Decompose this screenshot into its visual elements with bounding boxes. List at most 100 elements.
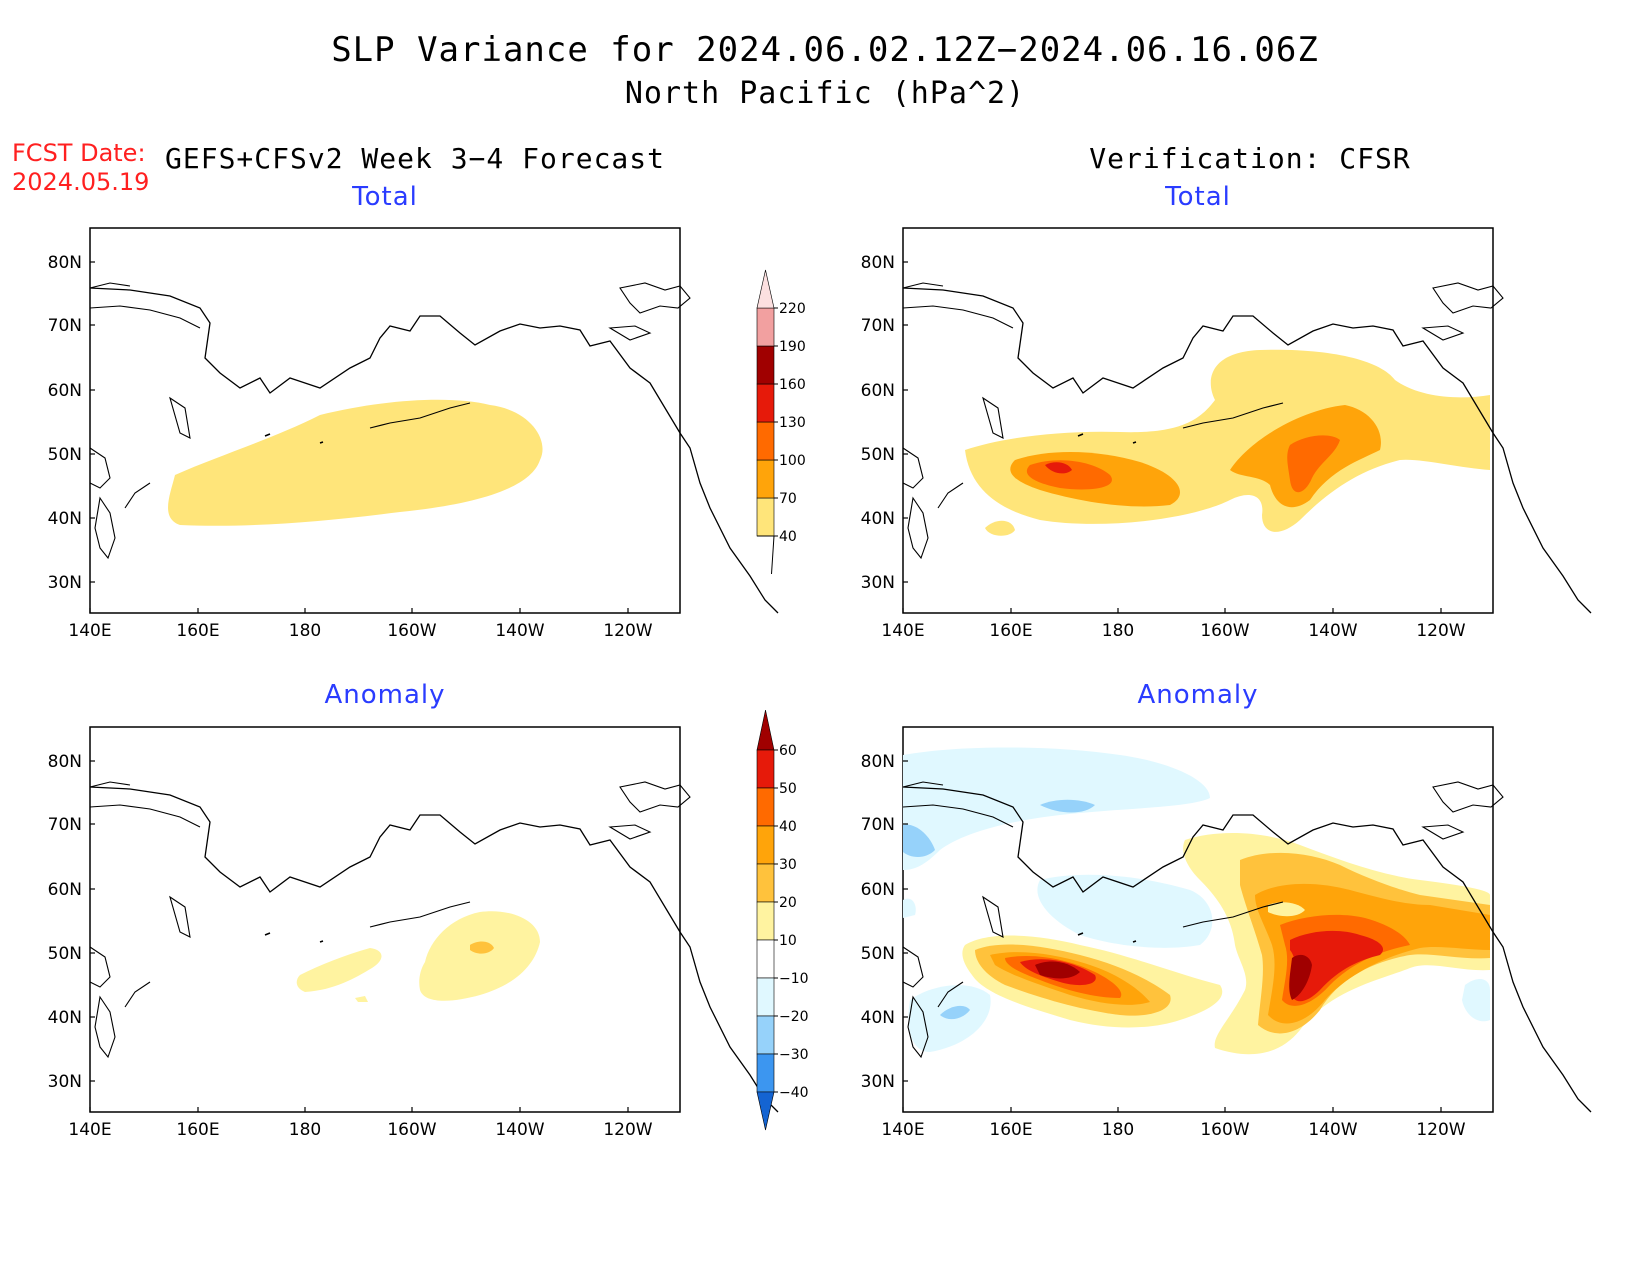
fcst-date-value: 2024.05.19 [12,168,150,196]
colorbar-total-label: 40 [779,529,797,545]
forecast-total-shading-40 [168,399,543,526]
forecast-anomaly-shading-10 [296,948,382,992]
lat-label: 60N [48,880,82,900]
verification-total-shading-130 [1045,462,1072,474]
verification-total-title: Total [1165,182,1231,212]
lon-label: 160E [176,621,219,641]
colorbar-anomaly-label: −30 [779,1047,809,1063]
lon-label: 140W [495,1120,544,1140]
colorbar-anomaly-swatch [756,749,775,789]
lon-label: 120W [1416,621,1465,641]
colorbar-anomaly-swatch [756,825,775,865]
colorbar-anomaly-swatch [756,1015,775,1055]
colorbar-anomaly-label: 50 [779,781,797,797]
forecast-total-title: Total [352,182,418,212]
lat-label: 30N [48,1072,82,1092]
colorbar-total-label: 190 [779,339,806,355]
colorbar-anomaly-label: 20 [779,895,797,911]
lon-label: 140E [881,621,924,641]
lat-label: 80N [48,752,82,772]
colorbar-anomaly-swatch [756,863,775,903]
lat-label: 70N [861,316,895,336]
colorbar-anomaly-swatch [756,787,775,827]
main-subtitle: North Pacific (hPa^2) [624,76,1026,111]
lon-label: 160E [176,1120,219,1140]
lon-label: 160W [1200,621,1249,641]
colorbar-total-top-triangle [756,269,775,309]
colorbar-anomaly-label: −40 [779,1085,809,1101]
lon-label: 120W [603,1120,652,1140]
axes-layer: 80N 70N 60N 50N 40N 30N 140E 160E 180 160W 140W 120… [48,253,1466,1140]
lon-label: 140W [495,621,544,641]
forecast-anomaly-map [89,726,779,1113]
colorbar-total-swatch [756,421,775,461]
colorbar-anomaly-bottom-arrow [756,1091,775,1131]
forecast-column-heading: GEFS+CFSv2 Week 3−4 Forecast [165,142,666,175]
lon-label: 120W [603,621,652,641]
colorbar-anomaly-swatch [756,939,775,979]
colorbar-anomaly-swatch [756,901,775,941]
colorbar-total-swatch [756,497,775,537]
lon-label: 140W [1308,621,1357,641]
lat-label: 80N [48,253,82,273]
lat-label: 40N [861,1008,895,1028]
lon-label: 160W [1200,1120,1249,1140]
lat-label: 30N [861,1072,895,1092]
lon-label: 120W [1416,1120,1465,1140]
lon-label: 140E [68,621,111,641]
colorbar-anomaly-label: −20 [779,1009,809,1025]
lon-label: 180 [1102,1120,1134,1140]
verification-column-heading: Verification: CFSR [1089,142,1411,175]
lat-label: 70N [48,316,82,336]
verification-anomaly-map [902,726,1592,1113]
forecast-anomaly-title: Anomaly [324,680,446,710]
lat-label: 40N [48,1008,82,1028]
lat-label: 50N [48,445,82,465]
lat-label: 40N [48,509,82,529]
colorbar-total-label: 160 [779,377,806,393]
lon-label: 140W [1308,1120,1357,1140]
lon-label: 160E [989,1120,1032,1140]
lat-label: 50N [861,445,895,465]
lon-label: 180 [1102,621,1134,641]
colorbar-total-swatch [756,459,775,499]
lat-label: 50N [48,944,82,964]
colorbar-total-swatch [756,345,775,385]
forecast-total-map [89,227,779,614]
colorbar-total: 40 70 100 130 160 190 220 [756,269,806,575]
colorbar-total-label: 130 [779,415,806,431]
forecast-anomaly-shading-20 [470,941,494,954]
lat-label: 60N [48,381,82,401]
verification-total-map [902,227,1592,614]
colorbar-anomaly-swatch [756,1053,775,1093]
verification-anomaly-shading-neg20 [1040,799,1095,813]
lat-label: 30N [48,573,82,593]
lat-label: 80N [861,752,895,772]
verification-anomaly-title: Anomaly [1137,680,1259,710]
fcst-date-label: FCST Date: [12,139,146,167]
main-title: SLP Variance for 2024.06.02.12Z−2024.06.… [331,30,1319,70]
colorbar-total-label: 220 [779,301,806,317]
colorbar-anomaly-label: 30 [779,857,797,873]
colorbar-anomaly-label: −10 [779,971,809,987]
lat-label: 60N [861,381,895,401]
colorbar-total-swatch [756,383,775,423]
lat-label: 80N [861,253,895,273]
colorbar-total-bottom-triangle [757,535,775,575]
colorbar-anomaly-top-arrow [756,709,775,751]
colorbar-anomaly-label: 10 [779,933,797,949]
colorbar-total-label: 70 [779,491,797,507]
lat-label: 50N [861,944,895,964]
colorbar-total-label: 100 [779,453,806,469]
colorbar-anomaly: 60 50 40 30 20 10 −10 −20 −30 −40 [756,709,809,1131]
lon-label: 160E [989,621,1032,641]
colorbar-anomaly-label: 60 [779,743,797,759]
lon-label: 140E [68,1120,111,1140]
lon-label: 160W [387,1120,436,1140]
lon-label: 180 [289,621,321,641]
lat-label: 40N [861,509,895,529]
lon-label: 140E [881,1120,924,1140]
lat-label: 70N [861,815,895,835]
verification-anomaly-shading-60 [1035,961,1080,979]
